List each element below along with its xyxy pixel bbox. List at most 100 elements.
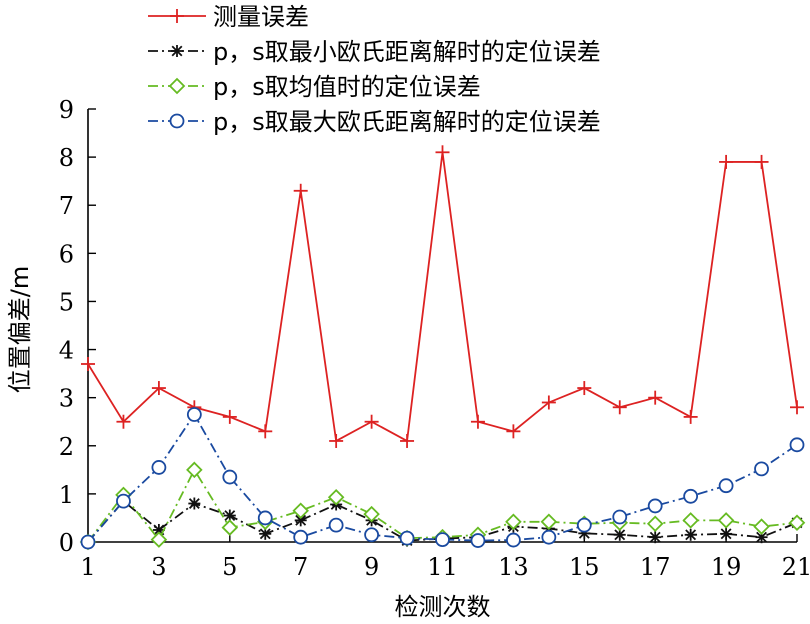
x-axis-title: 检测次数 [395, 593, 491, 621]
data-point [753, 518, 770, 535]
x-tick-label: 11 [427, 553, 458, 581]
data-point [188, 497, 201, 510]
x-tick-label: 9 [364, 553, 379, 581]
legend-marker [168, 77, 186, 95]
x-tick-label: 19 [711, 553, 742, 581]
data-point [506, 424, 521, 439]
data-point [648, 390, 663, 405]
data-point [80, 534, 96, 550]
data-point [789, 437, 805, 453]
data-point [151, 460, 167, 475]
data-point [790, 400, 804, 415]
data-point [717, 512, 735, 529]
data-point [682, 512, 699, 529]
data-point [541, 395, 556, 410]
data-point [506, 532, 521, 548]
x-tick-label: 7 [293, 553, 308, 581]
data-point [186, 407, 202, 422]
data-point [186, 461, 203, 479]
data-point [470, 414, 485, 429]
data-point [505, 513, 522, 531]
x-tick-label: 17 [640, 553, 671, 581]
legend-item: p，s取最大欧氏距离解时的定位误差 [148, 108, 601, 136]
data-point [329, 433, 344, 448]
legend-item: p，s取最小欧氏距离解时的定位误差 [148, 38, 601, 66]
data-point [116, 414, 131, 429]
data-point [327, 488, 345, 506]
legend-label: p，s取最大欧氏距离解时的定位误差 [213, 108, 601, 136]
legend-item: 测量误差 [148, 3, 309, 31]
data-point [363, 505, 380, 523]
legend: 测量误差 p，s取最小欧氏距离解时的定位误差 p，s取均值时的定位误差 p，s取最大欧… [148, 3, 601, 136]
data-point [400, 433, 415, 448]
y-tick-label: 8 [59, 144, 74, 172]
y-tick-label: 9 [59, 96, 74, 124]
data-point [683, 488, 699, 504]
x-tick-label: 13 [498, 553, 529, 581]
data-point [612, 509, 628, 525]
data-point [151, 381, 166, 396]
data-point [577, 381, 592, 396]
data-point [788, 514, 806, 532]
x-tick-label: 1 [80, 553, 95, 581]
x-tick-label: 3 [151, 553, 166, 581]
data-point [116, 493, 131, 509]
legend-marker [169, 113, 185, 129]
data-point [612, 400, 627, 415]
data-point [649, 531, 662, 544]
x-tick-label: 5 [222, 553, 237, 581]
series-line [87, 412, 798, 543]
series-4 [80, 407, 805, 550]
series-1 [81, 145, 804, 448]
data-point [364, 414, 379, 429]
data-point [683, 409, 698, 424]
data-point [257, 510, 273, 526]
series-layer [79, 145, 806, 551]
data-point [754, 154, 769, 169]
data-point [719, 154, 734, 169]
legend-marker [170, 9, 184, 23]
legend-label: p，s取最小欧氏距离解时的定位误差 [213, 38, 601, 66]
data-point [364, 527, 380, 543]
data-point [221, 519, 239, 536]
y-tick-label: 7 [59, 192, 74, 220]
y-tick-label: 5 [59, 288, 74, 316]
data-point [81, 356, 95, 371]
data-point [720, 527, 733, 540]
data-point [540, 513, 558, 531]
data-point [613, 528, 626, 541]
data-point [258, 424, 273, 439]
y-tick-label: 4 [59, 337, 74, 365]
y-tick-label: 2 [59, 433, 74, 461]
data-point [222, 469, 238, 485]
legend-marker [171, 45, 183, 57]
data-point [541, 529, 557, 545]
data-point [647, 498, 663, 514]
data-point [222, 409, 237, 424]
data-point [150, 531, 168, 548]
data-point [754, 461, 769, 477]
series-line [87, 467, 798, 543]
data-point [646, 515, 664, 532]
series-line [87, 152, 798, 443]
y-tick-label: 1 [59, 481, 74, 509]
data-point [718, 478, 734, 494]
data-point [435, 532, 450, 547]
data-point [328, 517, 344, 533]
data-point [294, 514, 307, 527]
y-tick-label: 0 [59, 529, 74, 557]
legend-label: 测量误差 [213, 3, 309, 31]
legend-item: p，s取均值时的定位误差 [148, 73, 481, 101]
data-point [293, 529, 309, 545]
y-tick-label: 6 [59, 240, 74, 268]
x-tick-label: 21 [782, 553, 810, 581]
data-point [684, 528, 697, 541]
data-point [435, 145, 450, 160]
data-point [399, 530, 415, 546]
y-axis-title: 位置偏差/m [6, 266, 34, 393]
y-tick-label: 3 [59, 385, 74, 413]
data-point [292, 502, 309, 520]
